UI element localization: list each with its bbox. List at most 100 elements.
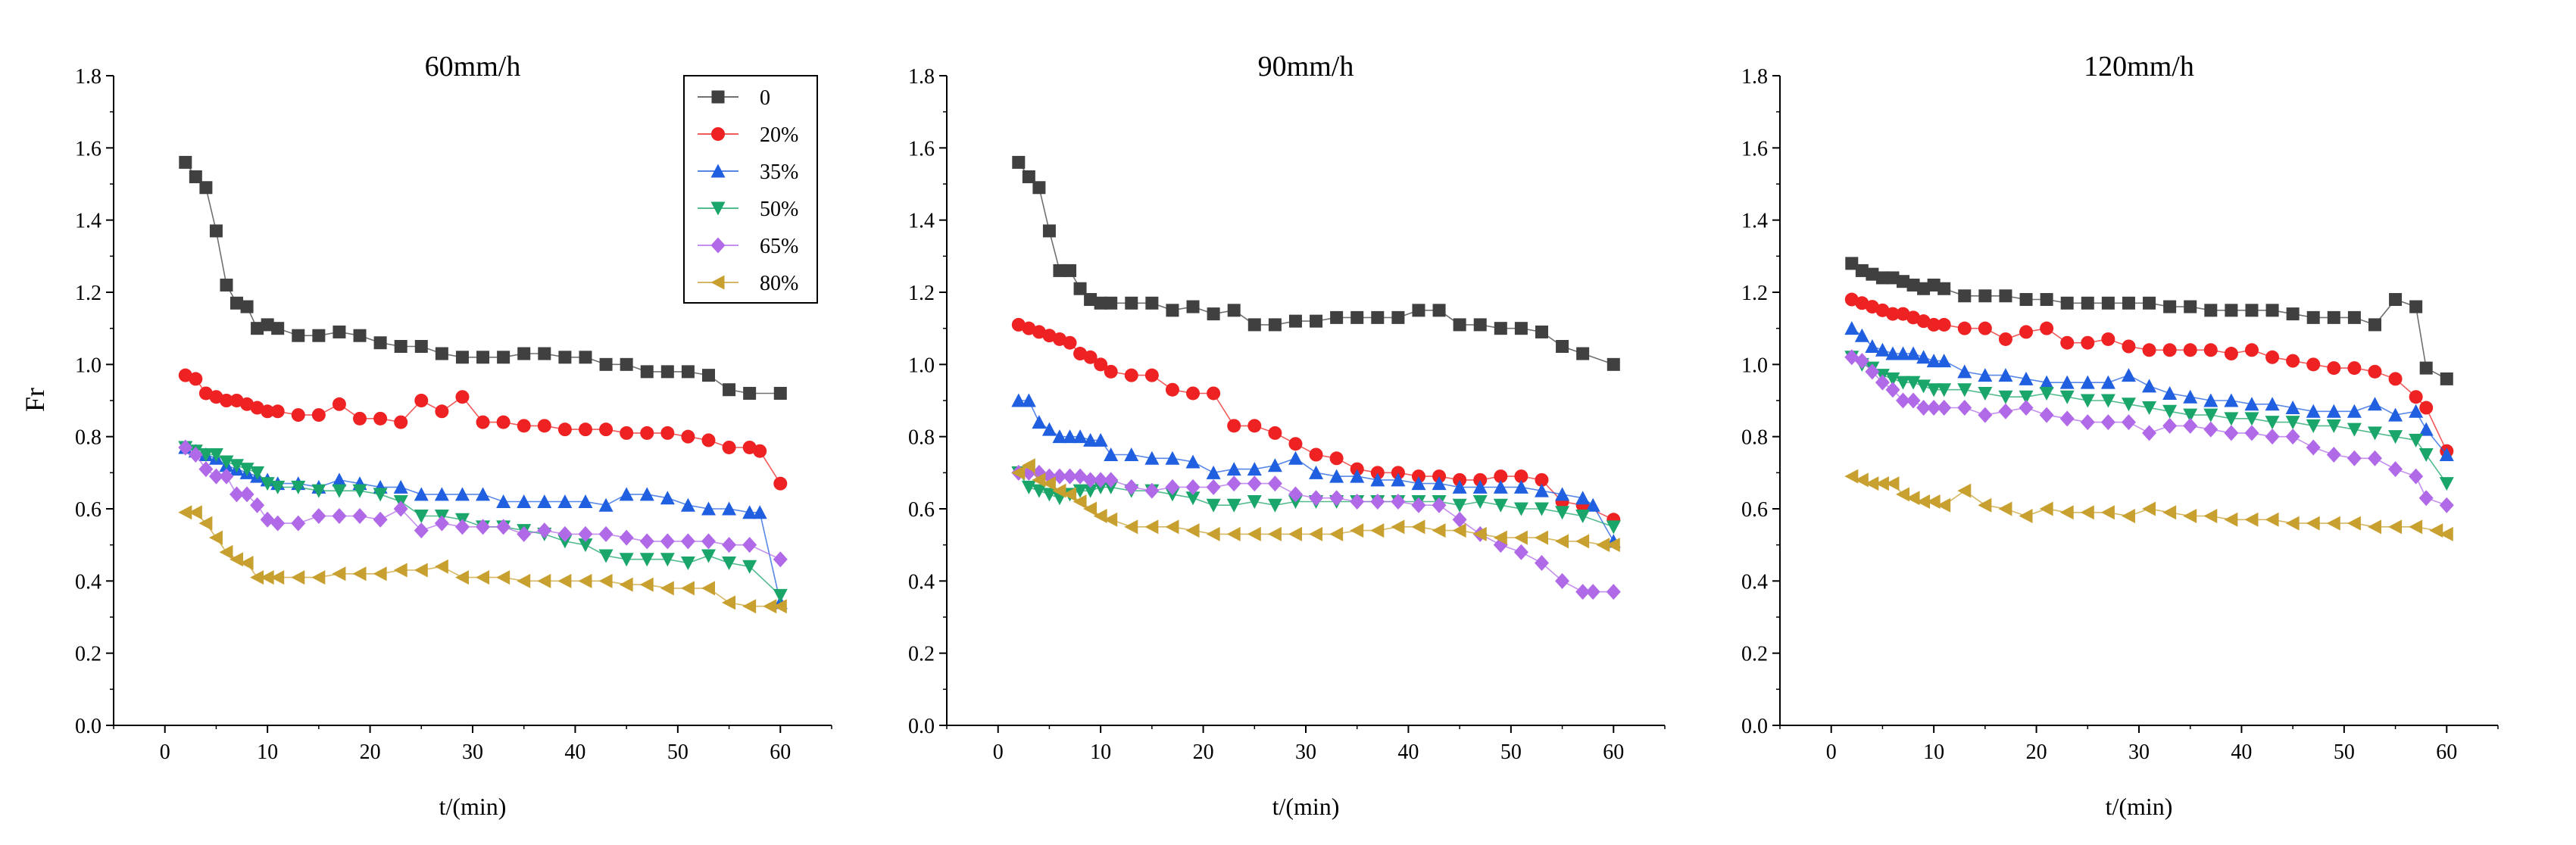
data-point: [393, 500, 408, 517]
data-point: [1978, 386, 1993, 401]
data-point: [2368, 364, 2382, 379]
data-point: [2183, 343, 2197, 357]
x-tick-label: 10: [1090, 741, 1111, 764]
series-80pct: [178, 505, 787, 614]
data-point: [1329, 469, 1344, 483]
data-point: [1513, 544, 1528, 560]
data-point: [1998, 332, 2012, 346]
data-point: [1042, 224, 1056, 238]
data-point: [2101, 332, 2115, 346]
data-point: [1165, 479, 1180, 495]
data-point: [1165, 382, 1179, 397]
data-point: [1897, 275, 1910, 288]
data-point: [1576, 347, 1590, 360]
data-point: [2327, 361, 2341, 376]
data-point: [1041, 488, 1057, 502]
y-tick-label: 0.0: [75, 715, 101, 738]
data-point: [1124, 447, 1139, 461]
data-point: [2203, 393, 2218, 407]
y-tick-label: 0.0: [908, 715, 935, 738]
data-point: [680, 557, 695, 570]
data-point: [1855, 296, 1869, 310]
y-tick-label: 1.0: [908, 354, 935, 377]
data-point: [701, 433, 716, 447]
data-point: [1093, 509, 1107, 524]
data-point: [1267, 498, 1282, 513]
y-tick-label: 0.0: [1741, 715, 1768, 738]
data-point: [2080, 505, 2094, 520]
data-point: [1267, 526, 1282, 541]
data-point: [1555, 487, 1570, 501]
data-point: [701, 533, 716, 550]
y-tick-label: 0.6: [908, 498, 935, 522]
data-point: [1937, 400, 1952, 416]
series-line: [185, 447, 781, 596]
data-point: [1053, 263, 1066, 277]
data-point: [198, 386, 213, 401]
data-point: [1473, 472, 1488, 487]
data-point: [2183, 408, 2198, 422]
data-point: [1166, 304, 1179, 317]
data-point: [2409, 390, 2423, 404]
legend-label: 65%: [760, 235, 798, 258]
data-point: [1535, 325, 1548, 338]
data-point: [1350, 523, 1364, 538]
series-0: [179, 155, 787, 400]
y-tick-label: 1.2: [908, 282, 935, 305]
data-point: [1885, 382, 1900, 398]
data-point: [2285, 516, 2300, 531]
data-point: [1957, 364, 1972, 379]
data-point: [1370, 493, 1385, 510]
data-point: [1247, 419, 1262, 433]
data-point: [578, 494, 593, 508]
data-point: [1083, 432, 1098, 447]
data-point: [1926, 400, 1941, 416]
y-tick-label: 0.8: [75, 426, 101, 450]
data-point: [2244, 397, 2259, 411]
y-tick-label: 0.6: [75, 498, 101, 522]
data-point: [1896, 487, 1910, 502]
data-point: [742, 505, 757, 519]
data-point: [1391, 310, 1405, 324]
data-point: [1916, 350, 1931, 364]
data-point: [1042, 329, 1057, 343]
data-point: [1227, 304, 1241, 317]
data-point: [1865, 476, 1879, 491]
data-point: [1370, 472, 1385, 487]
data-point: [1906, 392, 1921, 409]
data-point: [1073, 282, 1087, 295]
x-tick-label: 50: [1500, 741, 1522, 764]
data-point: [517, 525, 532, 542]
data-point: [332, 472, 347, 487]
x-tick-label: 60: [1603, 741, 1624, 764]
data-point: [250, 401, 264, 415]
data-point: [1165, 451, 1180, 465]
legend: 0 20% 35% 50% 65% 80%: [683, 75, 818, 304]
x-tick-label: 10: [1923, 741, 1944, 764]
data-point: [1185, 523, 1200, 538]
data-point: [2306, 310, 2320, 324]
data-point: [1844, 469, 1859, 484]
data-point: [639, 577, 654, 592]
data-point: [2203, 408, 2218, 422]
data-point: [434, 487, 449, 501]
data-point: [2440, 372, 2453, 385]
data-point: [2265, 397, 2280, 411]
data-point: [2286, 354, 2300, 368]
data-point: [1875, 374, 1890, 391]
data-point: [1206, 498, 1221, 513]
data-point: [2019, 509, 2033, 524]
y-tick-label: 1.6: [75, 137, 101, 161]
data-point: [599, 422, 614, 437]
data-point: [2100, 505, 2115, 520]
data-point: [1329, 490, 1344, 507]
data-point: [1978, 407, 1993, 423]
data-point: [1854, 328, 1869, 342]
data-point: [1494, 322, 1507, 335]
series-80pct: [1011, 458, 1620, 553]
data-point: [229, 459, 245, 473]
y-tick-label: 0.4: [1741, 570, 1768, 594]
data-point: [2100, 414, 2115, 431]
data-point: [1288, 526, 1302, 541]
data-point: [270, 480, 286, 494]
